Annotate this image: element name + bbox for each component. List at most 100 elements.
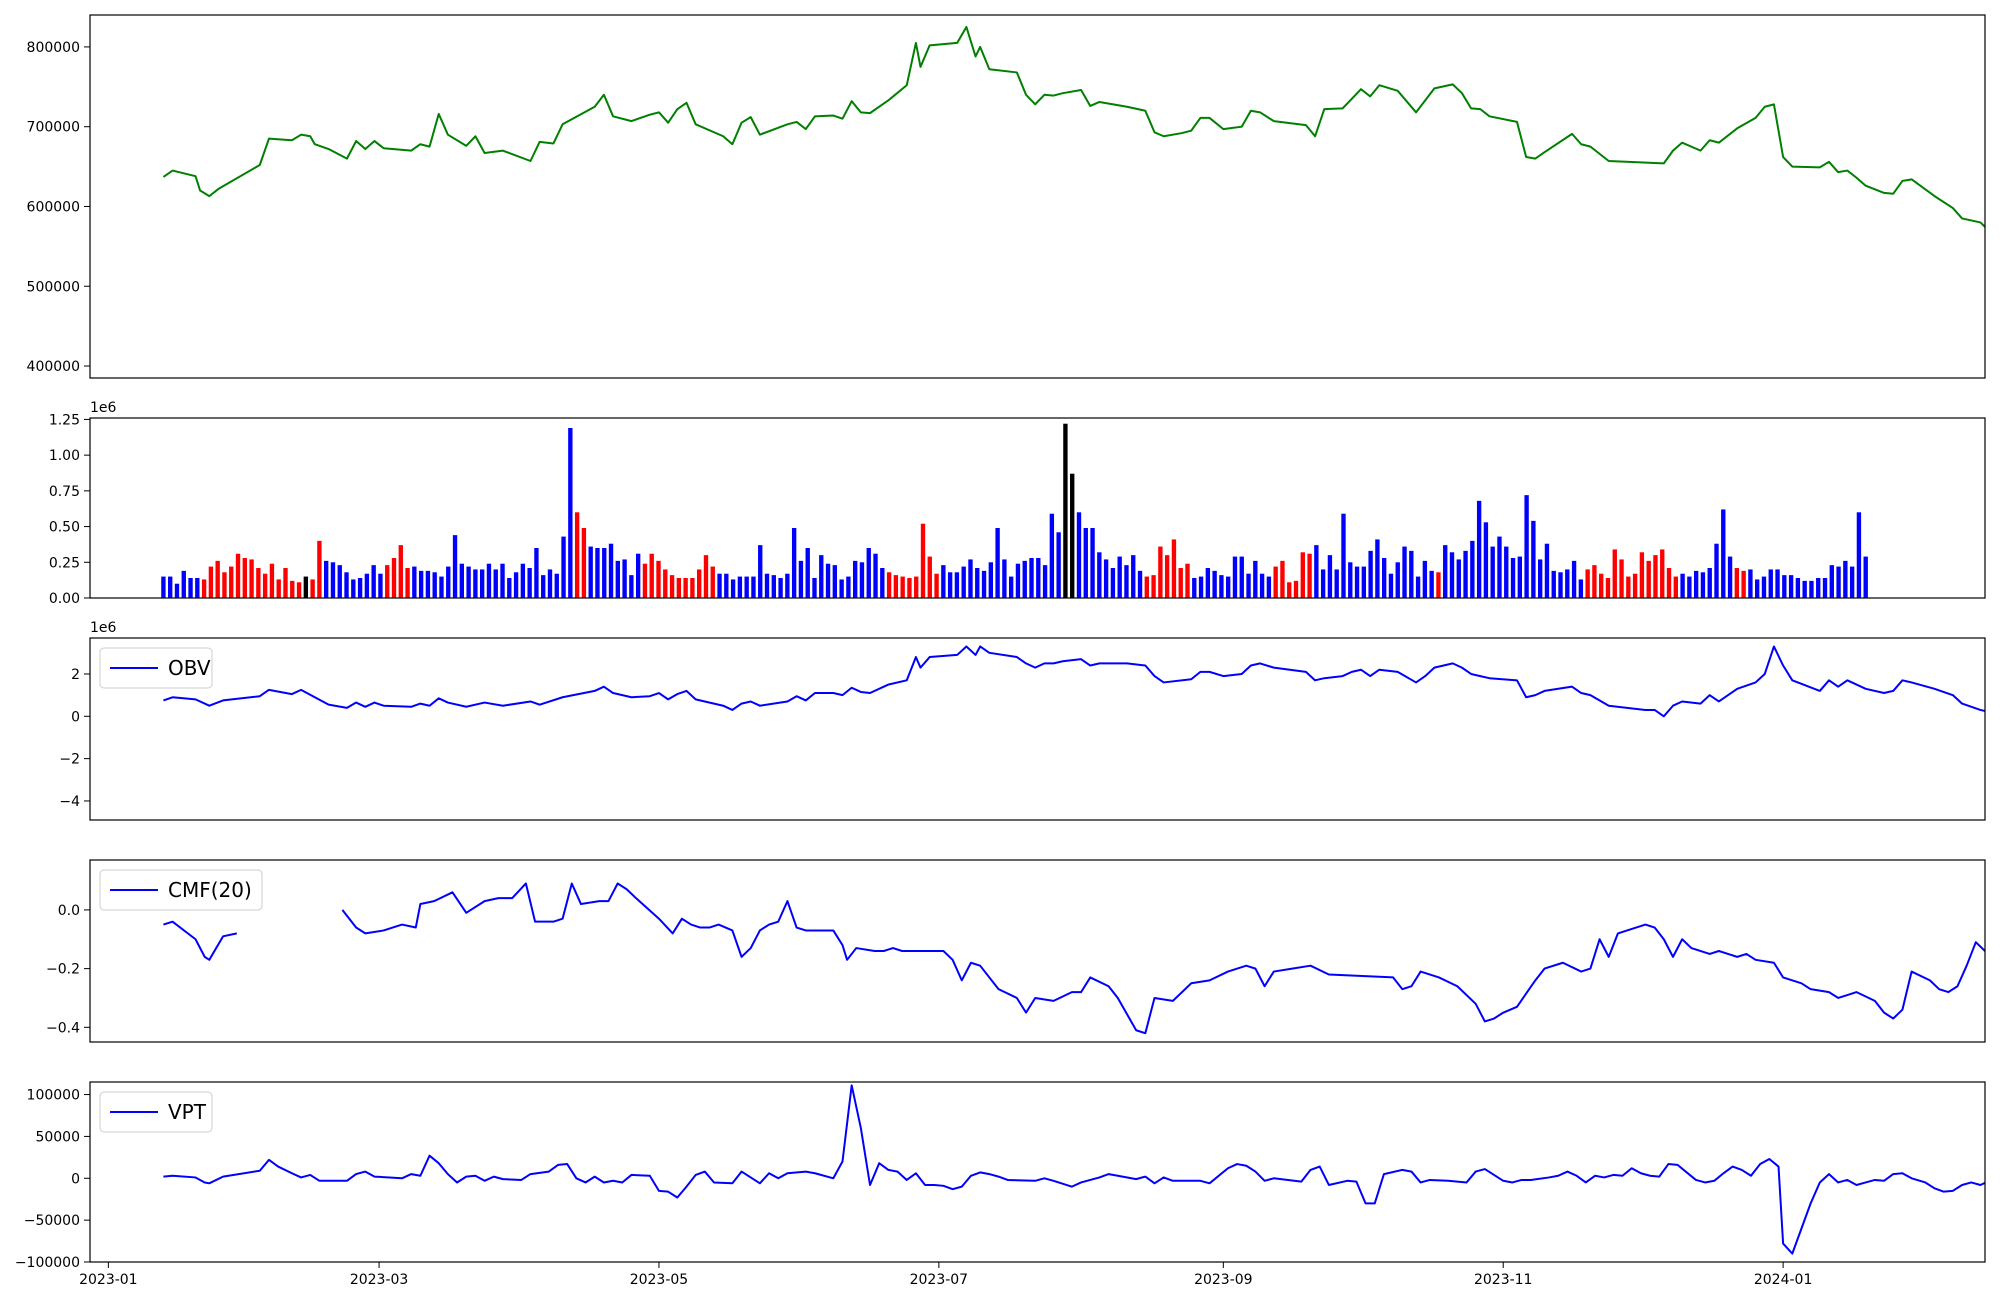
volume-bar (208, 566, 214, 598)
volume-bar (466, 566, 471, 598)
volume-bar (405, 568, 410, 598)
data-layer (162, 25, 1985, 229)
volume-bar (432, 572, 437, 598)
panel-frame (89, 14, 1986, 379)
x-tick-label: 2023-01 (79, 1272, 138, 1288)
volume-bar (439, 576, 444, 598)
volume-bar (1409, 550, 1414, 598)
volume-bar (398, 545, 403, 598)
volume-bar (201, 579, 207, 598)
volume-bar (262, 573, 268, 598)
volume-bar (256, 568, 261, 598)
y-tick-label: 400000 (27, 359, 80, 375)
volume-bar (344, 572, 349, 598)
volume-bar (771, 575, 776, 598)
volume-bar (975, 568, 980, 598)
volume-bar (1829, 565, 1834, 598)
volume-bar (968, 559, 973, 598)
volume-bar (1307, 553, 1312, 598)
volume-bar (330, 562, 336, 598)
y-tick-label: 1.00 (49, 448, 80, 464)
volume-bar (635, 553, 641, 598)
volume-bar (846, 576, 851, 598)
volume-bar (317, 540, 322, 598)
volume-bar (1490, 546, 1495, 598)
volume-bar (1741, 570, 1746, 598)
volume-bar (1721, 509, 1726, 598)
volume-bar (1436, 572, 1441, 598)
volume-bar (608, 543, 614, 598)
y-tick-label: 500000 (27, 279, 80, 295)
volume-bar (744, 576, 749, 598)
volume-bar (758, 545, 763, 598)
volume-bar (1354, 566, 1360, 598)
volume-bar (378, 573, 383, 598)
volume-bar (1415, 576, 1421, 598)
volume-bar (920, 523, 926, 598)
volume-bar (235, 553, 241, 598)
volume-bar (1504, 546, 1509, 598)
volume-bar (1239, 556, 1244, 598)
series-line-vpt (163, 1084, 1985, 1255)
volume-bar (507, 578, 512, 598)
volume-bar (1429, 570, 1434, 598)
volume-bar (1361, 566, 1367, 598)
volume-bar (215, 560, 220, 598)
volume-bar (1388, 573, 1394, 598)
volume-bar (1314, 545, 1319, 598)
panel-frame (89, 859, 1986, 1043)
volume-bar (1293, 580, 1299, 598)
volume-bar (791, 528, 797, 598)
volume-bar (778, 578, 783, 598)
volume-bar (1809, 580, 1814, 598)
y-scale-label: 1e6 (90, 620, 117, 636)
volume-bar (296, 582, 302, 598)
volume-bar (1178, 568, 1183, 598)
volume-bar (1212, 570, 1217, 598)
volume-bar (1110, 568, 1116, 598)
volume-bar (276, 579, 281, 598)
volume-bar (1049, 513, 1055, 598)
volume-bar (351, 579, 356, 598)
volume-bar (1755, 579, 1760, 598)
y-tick-label: −50000 (24, 1213, 80, 1229)
volume-bar (364, 573, 370, 598)
volume-bar (1280, 560, 1285, 598)
volume-bar (310, 579, 315, 598)
volume-bar (161, 576, 166, 598)
volume-bar (1727, 556, 1733, 598)
data-layer (163, 645, 1985, 718)
volume-bar (839, 579, 844, 598)
series-line-price (162, 25, 1985, 229)
volume-bar (1470, 540, 1475, 598)
volume-bar (269, 563, 275, 598)
panel-1: 400000 500000 600000 700000 800000 (27, 14, 1986, 379)
volume-bar (168, 576, 173, 598)
legend-box (99, 869, 263, 911)
volume-bar (1660, 549, 1665, 598)
volume-bar (1395, 562, 1400, 598)
volume-bar (1259, 573, 1265, 598)
volume-bar (710, 566, 715, 598)
volume-bar (1605, 578, 1611, 598)
volume-bar (283, 568, 288, 598)
volume-bar (676, 578, 682, 598)
volume-bar (819, 555, 824, 598)
volume-bar (1151, 575, 1156, 598)
volume-bar (1253, 560, 1258, 598)
data-layer (163, 1084, 1985, 1255)
volume-bar (1714, 543, 1719, 598)
x-tick-label: 2023-05 (630, 1272, 689, 1288)
volume-bar (188, 578, 193, 598)
volume-bar (1734, 568, 1740, 598)
volume-bar (1056, 532, 1061, 598)
volume-bar (1585, 569, 1590, 598)
volume-bar (1205, 568, 1211, 598)
volume-bar (222, 572, 227, 598)
volume-bar (1015, 563, 1021, 598)
volume-bar (900, 576, 905, 598)
volume-bar (1232, 556, 1238, 598)
volume-bar (473, 569, 478, 598)
volume-bar (785, 573, 790, 598)
volume-bar (541, 575, 546, 598)
